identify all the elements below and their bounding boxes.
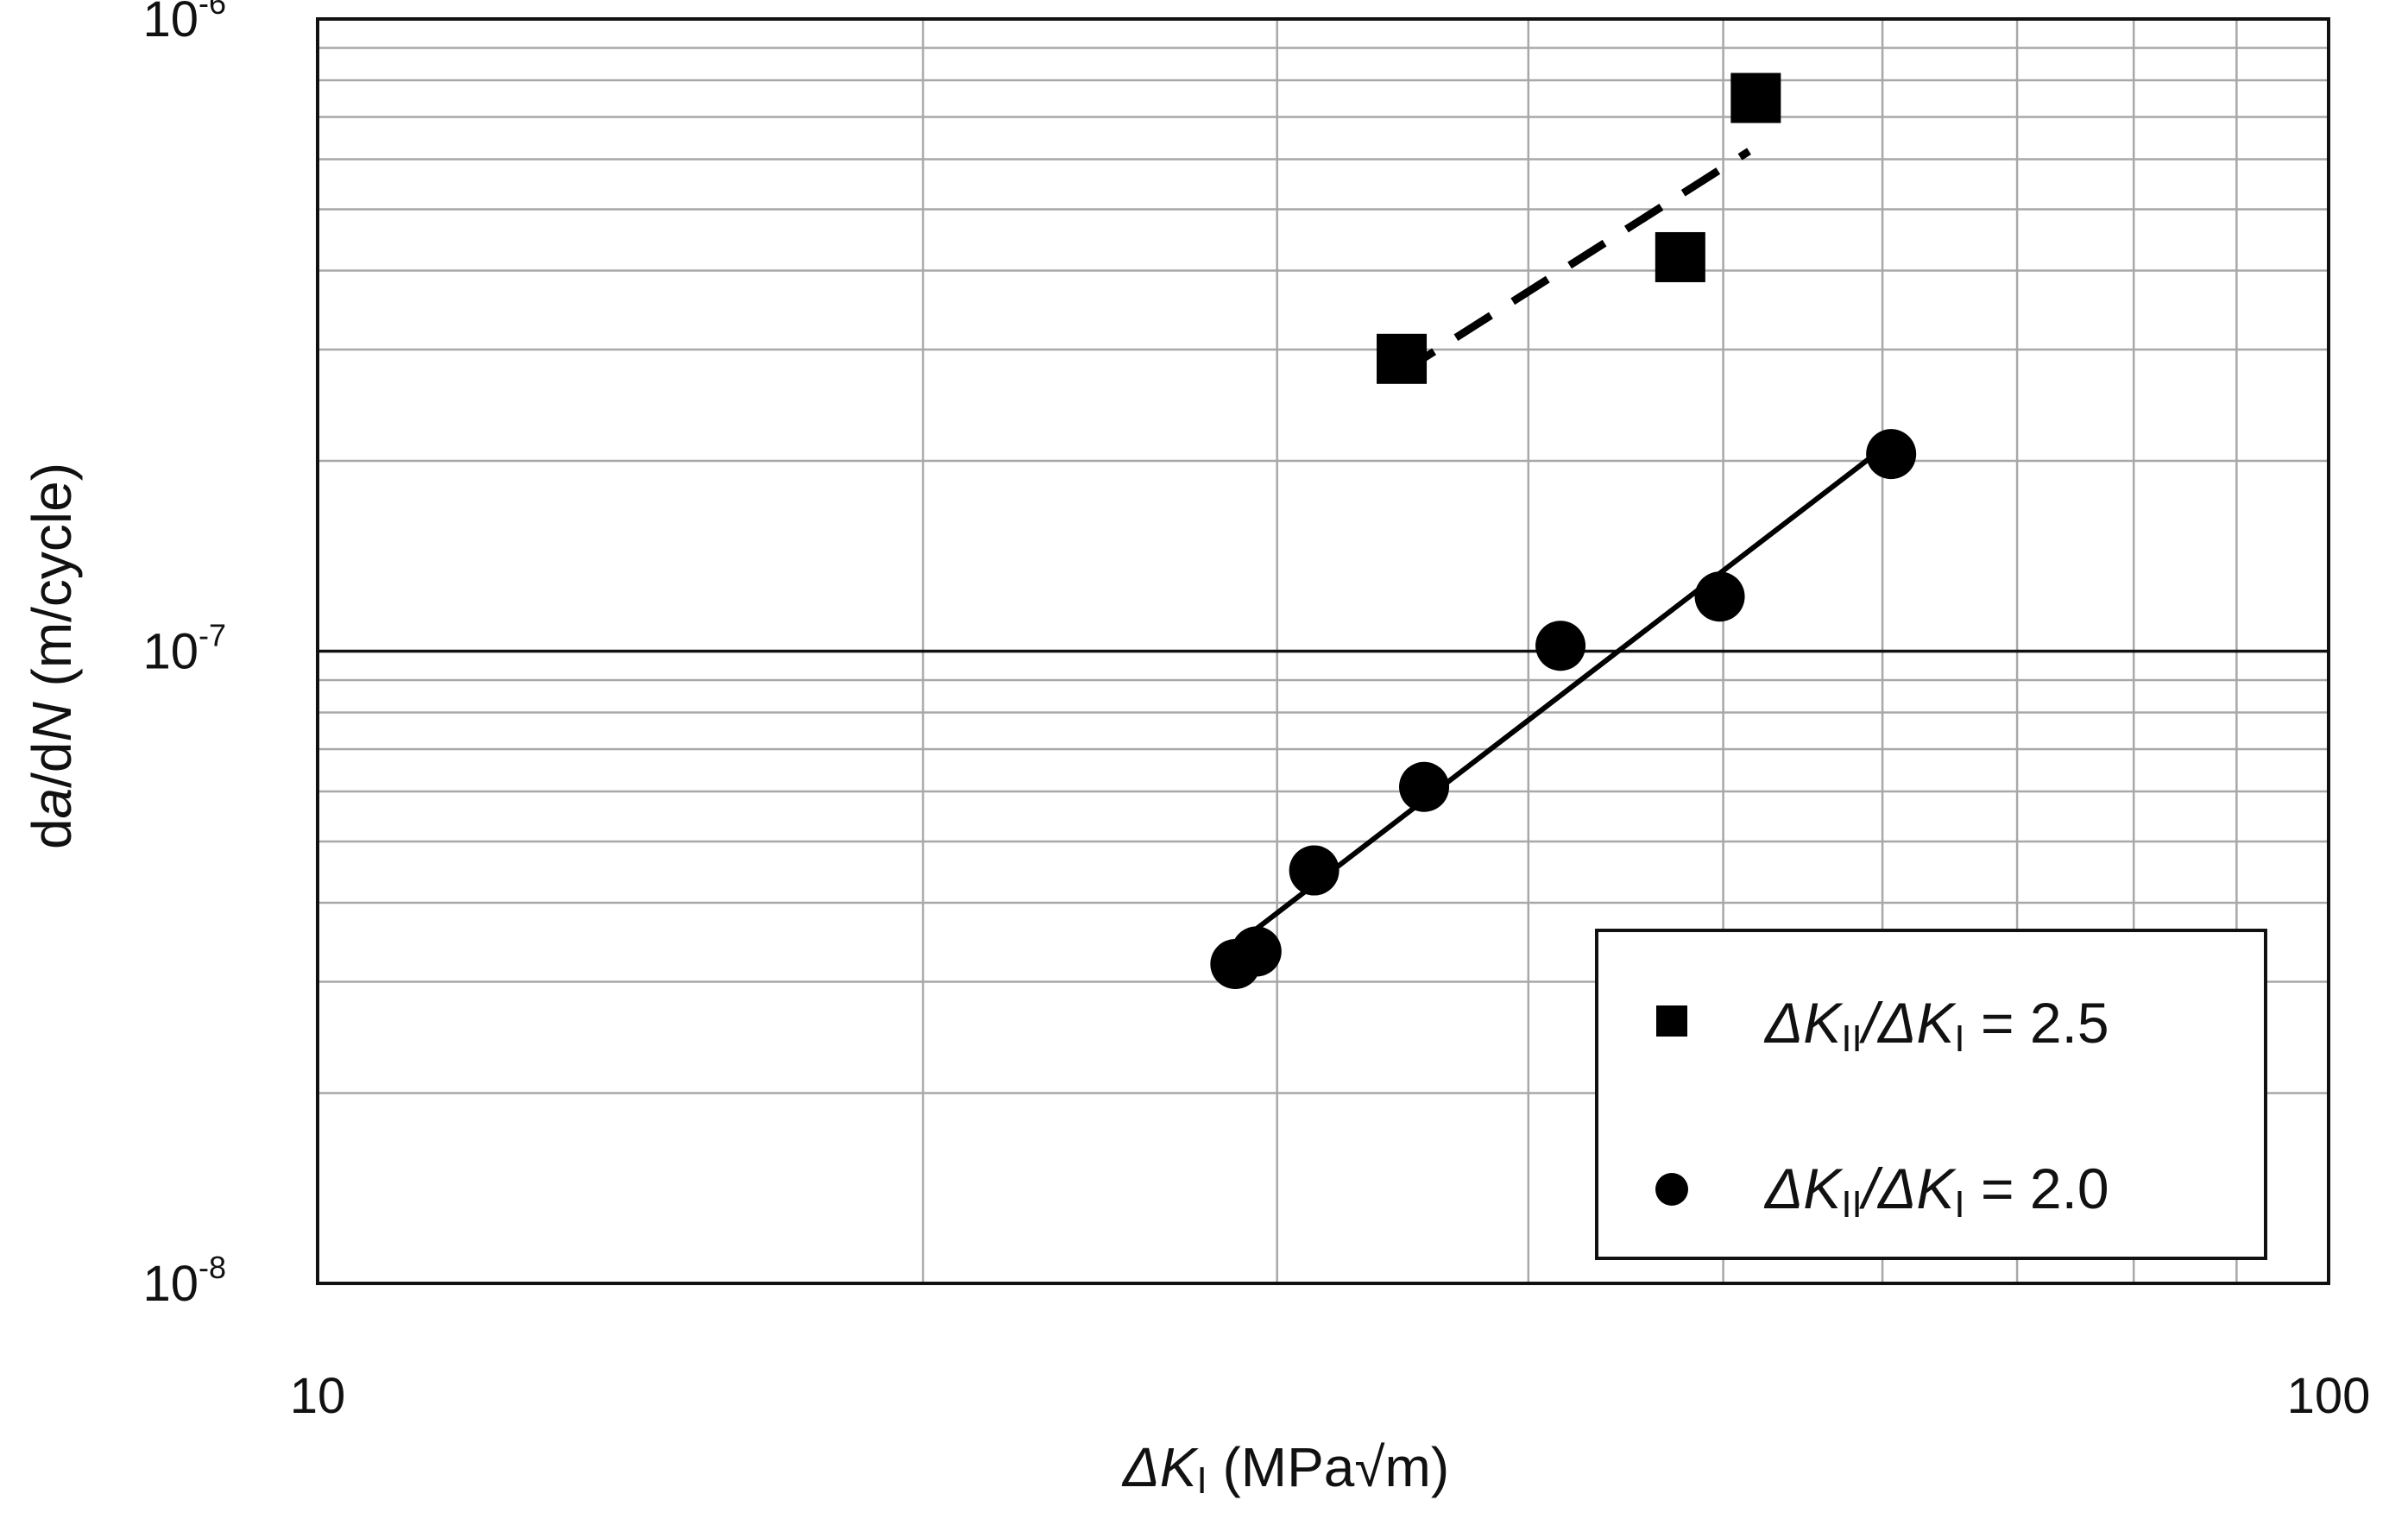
circle-point [1535,621,1586,671]
plot-frame [316,17,2330,1285]
x-axis-title: ΔKI (MPa√m) [1121,1436,1449,1502]
legend-circle-marker [1655,1173,1688,1206]
y-tick-exponent: -7 [199,618,226,653]
x-tick-labels: 10 100 [290,1368,2371,1424]
circle-point [1866,429,1917,480]
y-tick-exponent: -8 [199,1250,226,1285]
gridlines [318,19,2329,1283]
x-tick-label: 100 [2287,1368,2371,1424]
y-tick-labels: 10-810-710-6 [142,0,226,1312]
legend-box [1595,929,2267,1260]
circle-point [1694,571,1745,622]
legend: ΔKII/ΔKI = 2.5 ΔKII/ΔKI = 2.0 [1595,929,2267,1260]
data-points [1210,72,1917,989]
circle-point [1289,845,1340,896]
fit-line-series-1 [1396,148,1751,377]
y-tick-label: 10-8 [142,1250,226,1312]
fit-lines [1233,148,1893,948]
y-tick-base: 10 [142,1256,199,1312]
y-tick-label: 10-6 [142,0,226,47]
y-tick-exponent: -6 [199,0,226,21]
circle-point [1231,926,1282,977]
legend-square-marker [1656,1005,1687,1037]
legend-label-series-1: ΔKII/ΔKI = 2.5 [1763,991,2109,1060]
y-tick-base: 10 [142,0,199,47]
circle-point [1399,761,1450,812]
y-tick-label: 10-7 [142,618,226,680]
y-tick-base: 10 [142,624,199,680]
square-point [1377,333,1428,384]
square-point [1655,231,1705,282]
x-tick-label: 10 [290,1368,346,1424]
fit-line-series-2 [1233,439,1893,948]
y-axis-title: da/dN (m/cycle) [21,463,83,849]
square-point [1730,72,1781,123]
legend-label-series-2: ΔKII/ΔKI = 2.0 [1763,1157,2109,1226]
